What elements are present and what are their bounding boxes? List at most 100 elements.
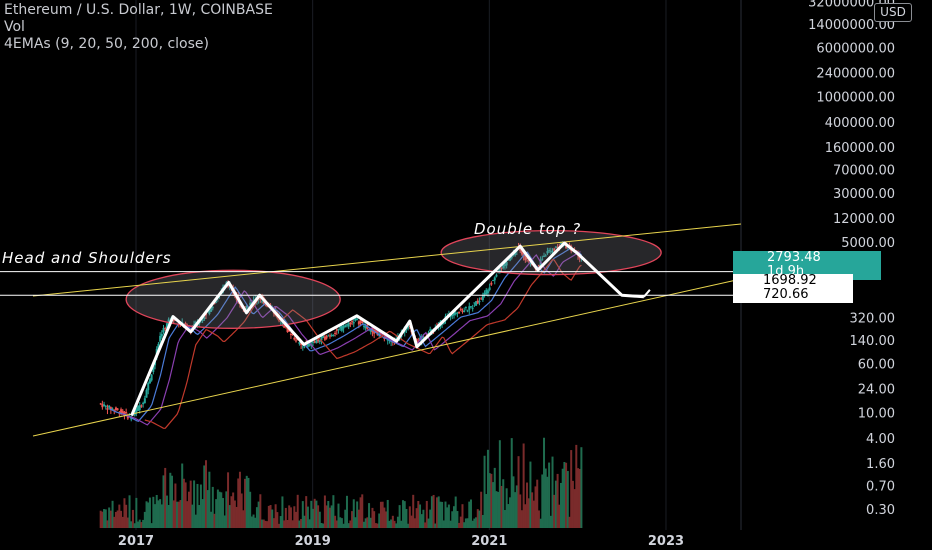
volume-bar xyxy=(369,517,372,528)
volume-bar xyxy=(157,500,160,528)
volume-bar xyxy=(131,509,134,528)
volume-bar xyxy=(447,504,450,528)
volume-bar xyxy=(106,520,109,528)
volume-bar xyxy=(310,500,313,528)
candle-body xyxy=(502,264,505,269)
candle-body xyxy=(327,335,330,337)
price-axis[interactable]: 32000000.00 14000000.00 6000000.00 2400000.… xyxy=(808,0,895,518)
volume-bar xyxy=(311,508,314,528)
candle-body xyxy=(335,329,338,331)
double-top-ellipse xyxy=(440,229,662,276)
candle-body xyxy=(160,333,163,337)
volume-bar xyxy=(490,473,493,528)
volume-bar xyxy=(235,506,238,528)
candle-body xyxy=(473,302,476,304)
volume-bar xyxy=(208,471,211,528)
volume-bar xyxy=(410,515,413,528)
volume-bar xyxy=(308,519,311,528)
candle-body xyxy=(464,306,467,308)
ema-lines xyxy=(109,247,583,429)
volume-bar xyxy=(537,510,540,528)
candle-body xyxy=(334,332,337,334)
candle-body xyxy=(211,306,214,309)
volume-bar xyxy=(154,504,157,528)
candle-body xyxy=(330,334,333,336)
volume-bar xyxy=(103,509,106,528)
candle-body xyxy=(328,335,331,337)
candle-body xyxy=(291,333,294,335)
volume-bar xyxy=(211,486,214,528)
volume-bar xyxy=(227,472,230,528)
candle-body xyxy=(172,317,175,321)
volume-bar xyxy=(99,510,102,528)
candle-body xyxy=(427,332,430,334)
volume-bar xyxy=(524,504,527,528)
volume-bar xyxy=(381,501,384,528)
x-tick-label: 2019 xyxy=(295,534,331,549)
volume-bar xyxy=(272,518,275,528)
volume-bar xyxy=(328,507,331,528)
candle-body xyxy=(461,310,464,312)
volume-bar xyxy=(403,501,406,528)
volume-bar xyxy=(429,509,432,528)
candle-body xyxy=(422,336,425,338)
head-shoulders-ellipse xyxy=(125,269,341,329)
volume-indicator-label[interactable]: Vol xyxy=(4,19,25,35)
candle-body xyxy=(490,282,493,285)
volume-bar xyxy=(356,501,359,528)
volume-bar xyxy=(252,514,255,528)
candle-body xyxy=(347,322,350,327)
candle-body xyxy=(332,335,335,337)
volume-bar xyxy=(386,499,389,528)
volume-bar xyxy=(546,476,549,528)
candle-body xyxy=(99,403,102,405)
volume-bar xyxy=(469,499,472,528)
candle-body xyxy=(553,248,556,251)
volume-bar xyxy=(515,485,518,528)
volume-bar xyxy=(145,501,148,528)
volume-bar xyxy=(191,504,194,528)
volume-bar xyxy=(402,500,405,528)
candle-body xyxy=(147,382,150,391)
volume-bar xyxy=(284,507,287,528)
volume-bar xyxy=(116,510,119,528)
volume-bar xyxy=(194,514,197,528)
pattern-path xyxy=(130,241,651,417)
volume-bar xyxy=(434,523,437,528)
volume-bar xyxy=(441,501,444,528)
volume-bar xyxy=(345,495,348,528)
candle-body xyxy=(492,280,495,282)
volume-bar xyxy=(303,515,306,528)
volume-bar xyxy=(390,519,393,528)
candle-body xyxy=(560,242,563,244)
candle-body xyxy=(359,320,362,323)
volume-bar xyxy=(519,494,522,528)
ema-indicator-label[interactable]: 4EMAs (9, 20, 50, 200, close) xyxy=(4,36,209,52)
volume-bar xyxy=(526,482,529,528)
volume-bar xyxy=(289,507,292,528)
volume-bar xyxy=(483,455,486,528)
volume-bar xyxy=(340,518,343,528)
y-tick-label: 140.00 xyxy=(850,334,896,349)
candle-body xyxy=(345,324,348,326)
volume-bar xyxy=(563,461,566,528)
volume-bar xyxy=(454,496,457,528)
candle-body xyxy=(162,328,165,333)
candle-body xyxy=(486,290,489,294)
volume-bar xyxy=(135,497,138,528)
volume-bar xyxy=(476,509,479,528)
volume-bar xyxy=(206,490,209,528)
volume-bar xyxy=(510,438,513,528)
volume-bar xyxy=(204,460,207,528)
symbol-title[interactable]: Ethereum / U.S. Dollar, 1W, COINBASE xyxy=(4,2,273,18)
volume-bar xyxy=(159,499,162,528)
time-axis[interactable]: 2017 2019 2021 2023 xyxy=(118,534,684,549)
volume-bar xyxy=(218,491,221,528)
candle-body xyxy=(456,312,459,314)
currency-button[interactable]: USD xyxy=(874,3,912,22)
volume-bar xyxy=(570,450,573,528)
candle-body xyxy=(111,408,114,410)
candle-body xyxy=(210,306,213,312)
candle-body xyxy=(478,301,481,303)
